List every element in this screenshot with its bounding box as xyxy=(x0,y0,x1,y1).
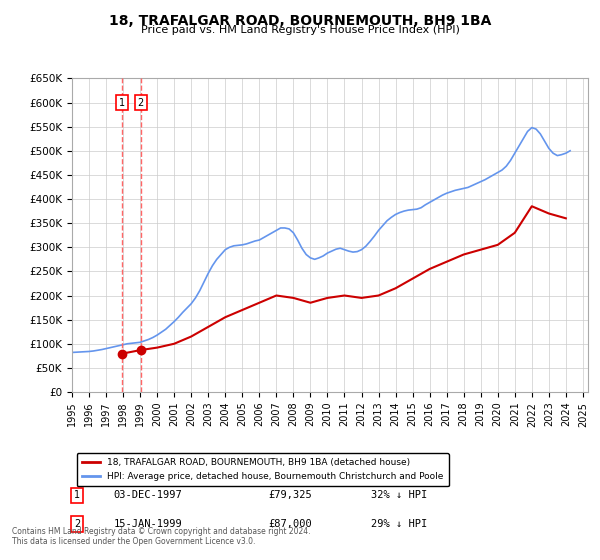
Text: 1: 1 xyxy=(74,491,80,501)
Text: 03-DEC-1997: 03-DEC-1997 xyxy=(113,491,182,501)
Text: Contains HM Land Registry data © Crown copyright and database right 2024.
This d: Contains HM Land Registry data © Crown c… xyxy=(12,526,311,546)
Text: £79,325: £79,325 xyxy=(268,491,312,501)
Text: 2: 2 xyxy=(137,97,144,108)
Text: £87,000: £87,000 xyxy=(268,519,312,529)
Text: 32% ↓ HPI: 32% ↓ HPI xyxy=(371,491,428,501)
Text: 29% ↓ HPI: 29% ↓ HPI xyxy=(371,519,428,529)
Text: 18, TRAFALGAR ROAD, BOURNEMOUTH, BH9 1BA: 18, TRAFALGAR ROAD, BOURNEMOUTH, BH9 1BA xyxy=(109,14,491,28)
Legend: 18, TRAFALGAR ROAD, BOURNEMOUTH, BH9 1BA (detached house), HPI: Average price, d: 18, TRAFALGAR ROAD, BOURNEMOUTH, BH9 1BA… xyxy=(77,453,449,486)
Text: 1: 1 xyxy=(119,97,125,108)
Text: 2: 2 xyxy=(74,519,80,529)
Text: Price paid vs. HM Land Registry's House Price Index (HPI): Price paid vs. HM Land Registry's House … xyxy=(140,25,460,35)
Text: 15-JAN-1999: 15-JAN-1999 xyxy=(113,519,182,529)
